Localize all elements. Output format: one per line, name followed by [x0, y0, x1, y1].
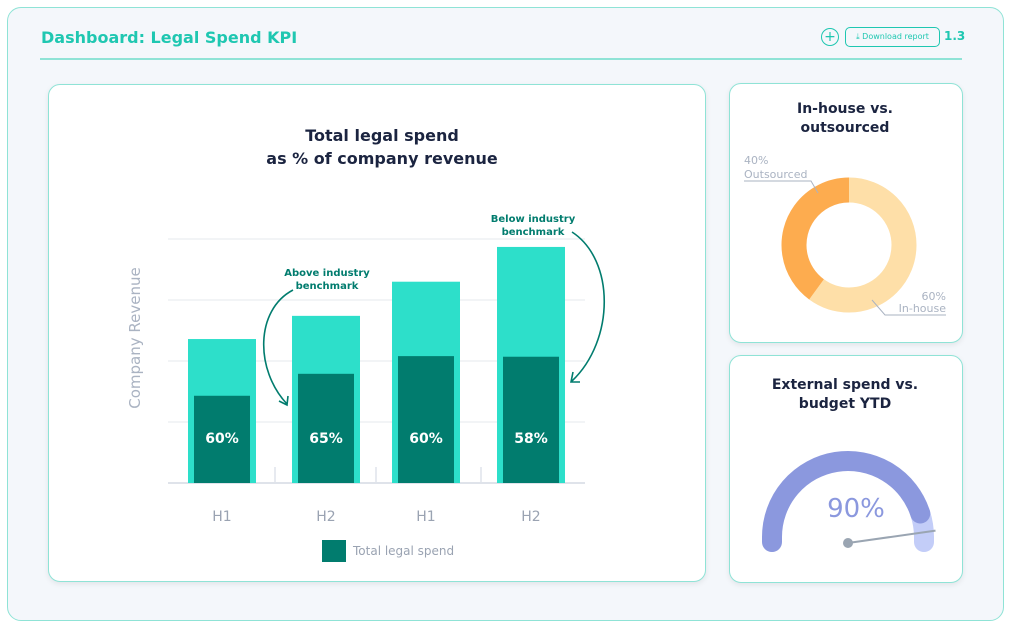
leader-line: [871, 299, 946, 316]
gauge-needle: [847, 529, 936, 544]
bar-total-legal-spend: [298, 373, 354, 483]
bar-total-legal-spend: [503, 356, 559, 483]
gauge-title: External spend vs.: [772, 377, 918, 393]
chart-title: as % of company revenue: [266, 149, 498, 168]
x-tick-label: H2: [316, 509, 335, 525]
legend-label: Total legal spend: [352, 544, 454, 558]
bar-total-legal-spend: [194, 395, 250, 483]
slice-in-house: [781, 177, 917, 313]
gauge-pivot: [843, 538, 853, 548]
data-label: 60%: [409, 431, 443, 447]
leader-line: [744, 180, 819, 194]
chart-title: Total legal spend: [305, 126, 459, 145]
annotation-text: benchmark: [502, 227, 565, 238]
donut-title: In-house vs.: [797, 101, 893, 117]
donut-title: outsourced: [801, 120, 890, 136]
annotation-arrow: [262, 289, 294, 407]
annotation-text: benchmark: [296, 281, 359, 292]
data-label: 58%: [514, 431, 548, 447]
legend-swatch: [322, 540, 346, 562]
bar-chart-card: [48, 84, 706, 582]
slice-value-label: 40%: [744, 154, 768, 167]
download-report-button[interactable]: ⤓ Download report: [845, 27, 940, 47]
gauge-title: budget YTD: [799, 396, 891, 412]
x-tick-label: H1: [416, 509, 435, 525]
x-tick-label: H2: [521, 509, 540, 525]
slice-value-label: 60%: [922, 290, 946, 303]
annotation-arrow: [570, 231, 606, 383]
slice-name-label: Outsourced: [744, 168, 807, 181]
annotation-text: Above industry: [284, 268, 370, 279]
annotation-text: Below industry: [491, 214, 576, 225]
slice-name-label: In-house: [899, 302, 947, 315]
gauge-value-arc: [762, 451, 931, 552]
data-label: 65%: [309, 431, 343, 447]
x-tick-label: H1: [212, 509, 231, 525]
plus-circle-icon[interactable]: +: [821, 28, 839, 46]
y-axis-label: Company Revenue: [126, 267, 144, 408]
page-title: Dashboard: Legal Spend KPI: [41, 28, 298, 47]
version-label: 1.3: [944, 29, 966, 43]
bar-total-legal-spend: [398, 356, 454, 483]
gauge-value-label: 90%: [827, 494, 885, 524]
data-label: 60%: [205, 431, 239, 447]
header-divider: [40, 58, 962, 60]
